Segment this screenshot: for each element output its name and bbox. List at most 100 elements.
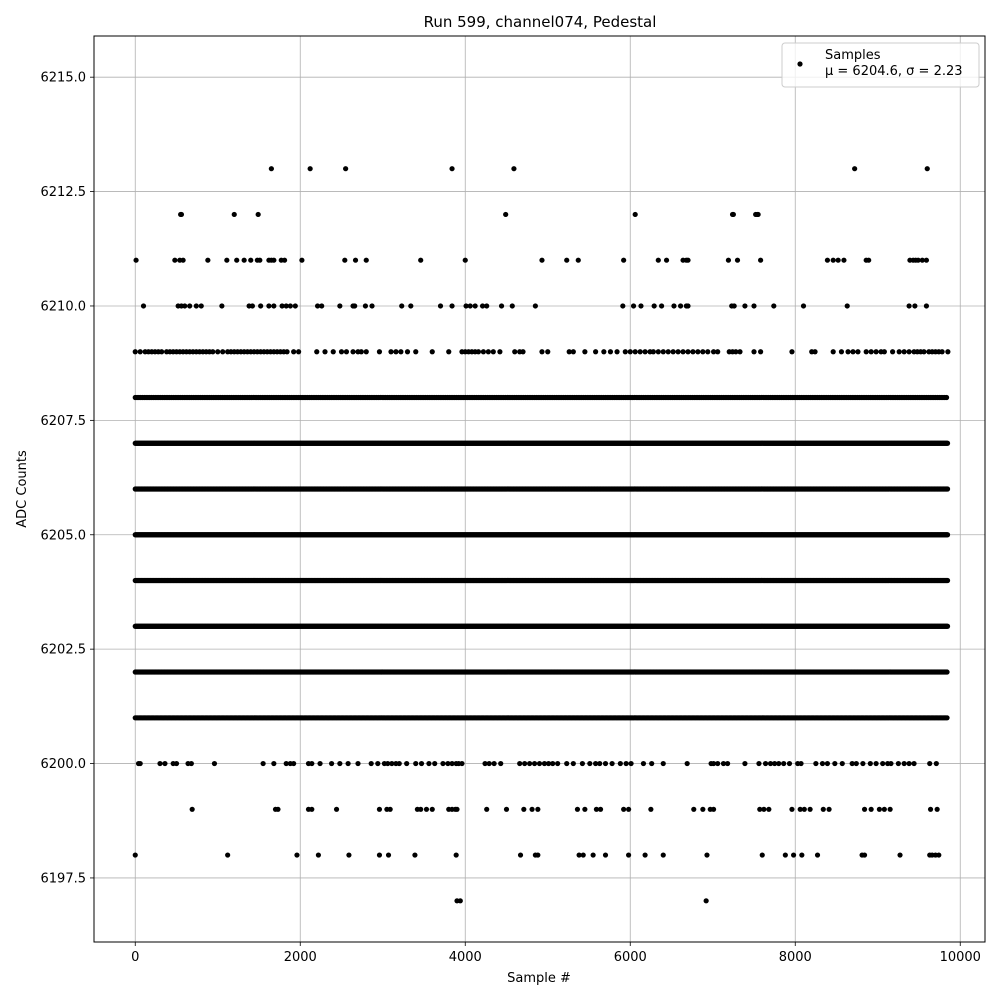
data-point — [915, 257, 921, 263]
data-point — [830, 257, 836, 263]
data-point — [520, 349, 526, 355]
data-point — [178, 211, 185, 218]
data-point — [677, 303, 684, 309]
data-point — [659, 303, 665, 309]
data-point — [890, 349, 896, 355]
data-point — [257, 257, 263, 263]
data-point — [463, 303, 469, 309]
data-point — [627, 349, 633, 355]
data-point — [187, 303, 193, 309]
data-point — [944, 486, 951, 492]
data-point — [650, 349, 656, 355]
data-point — [369, 303, 375, 309]
data-point — [866, 257, 872, 263]
data-point — [342, 257, 348, 263]
data-point — [291, 349, 297, 355]
data-point — [632, 211, 638, 218]
data-point — [248, 257, 254, 263]
data-point — [923, 303, 930, 309]
data-point — [268, 166, 274, 172]
data-point — [512, 349, 518, 355]
data-point — [632, 349, 638, 355]
data-point — [219, 303, 225, 309]
data-point — [906, 349, 912, 355]
data-point — [944, 532, 951, 538]
data-point — [638, 303, 644, 309]
data-point — [532, 303, 538, 309]
data-point — [281, 257, 288, 263]
data-point — [545, 349, 551, 355]
data-point — [685, 257, 691, 263]
data-point — [642, 349, 648, 355]
data-point — [660, 349, 666, 355]
data-point — [665, 349, 671, 355]
data-point — [140, 303, 147, 309]
data-point — [655, 257, 661, 263]
data-point — [137, 349, 143, 355]
data-point — [812, 349, 818, 355]
data-point — [133, 257, 139, 263]
data-point — [449, 303, 455, 309]
data-point — [296, 349, 302, 355]
data-point — [758, 257, 764, 263]
data-point — [789, 349, 795, 355]
data-point — [210, 349, 216, 355]
data-point — [279, 303, 285, 309]
data-point — [480, 349, 486, 355]
data-point — [284, 349, 290, 355]
data-point — [255, 211, 261, 218]
data-point — [314, 349, 320, 355]
data-point — [731, 303, 737, 309]
data-point — [620, 303, 626, 309]
data-point — [725, 257, 732, 263]
data-point — [418, 257, 424, 263]
data-point — [271, 303, 277, 309]
data-point — [742, 303, 748, 309]
data-point — [852, 166, 858, 172]
data-point — [800, 303, 807, 309]
data-point — [655, 349, 661, 355]
data-point — [224, 257, 230, 263]
data-points — [132, 166, 951, 904]
chart-title: Run 599, channel074, Pedestal — [424, 13, 657, 31]
data-point — [193, 303, 199, 309]
data-point — [475, 349, 482, 355]
data-point — [730, 211, 736, 218]
data-point — [564, 257, 570, 263]
data-point — [737, 349, 743, 355]
data-point — [637, 349, 643, 355]
data-point — [497, 349, 503, 355]
data-point — [675, 349, 681, 355]
data-point — [901, 349, 907, 355]
data-point — [607, 349, 614, 355]
data-point — [485, 349, 491, 355]
data-point — [399, 303, 405, 309]
data-point — [449, 166, 455, 172]
data-point — [539, 257, 545, 263]
data-point — [307, 166, 313, 172]
data-point — [873, 349, 879, 355]
data-point — [413, 349, 419, 355]
data-point — [680, 349, 686, 355]
data-point — [755, 211, 761, 218]
data-point — [670, 349, 676, 355]
data-point — [388, 349, 394, 355]
data-point — [437, 303, 444, 309]
data-point — [734, 257, 741, 263]
data-point — [593, 349, 599, 355]
data-point — [330, 349, 336, 355]
data-point — [943, 394, 950, 401]
data-point — [751, 349, 757, 355]
data-point — [912, 303, 918, 309]
data-point — [292, 303, 298, 309]
data-point — [881, 349, 887, 355]
data-point — [671, 303, 677, 309]
data-point — [287, 303, 293, 309]
data-point — [343, 349, 350, 355]
data-point — [352, 257, 359, 263]
data-point — [350, 349, 356, 355]
data-point — [771, 303, 777, 309]
data-point — [363, 257, 369, 263]
data-point — [868, 349, 874, 355]
